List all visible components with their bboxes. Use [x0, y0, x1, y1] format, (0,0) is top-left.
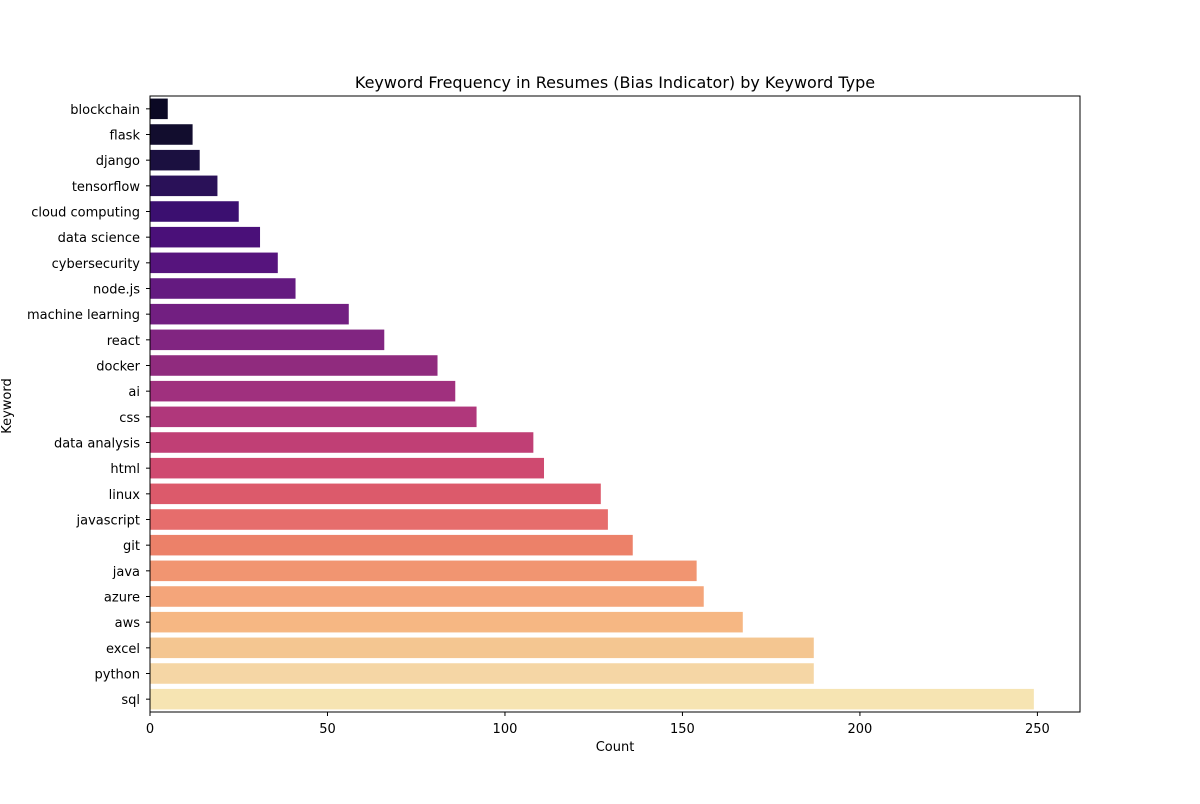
y-tick-label: tensorflow: [72, 180, 141, 195]
y-tick-label: java: [112, 565, 140, 580]
bar-java: [150, 560, 697, 582]
bar-tensorflow: [150, 175, 218, 197]
x-tick-label: 100: [493, 722, 518, 737]
bar-sql: [150, 688, 1034, 710]
bar-react: [150, 329, 385, 351]
y-tick-label: data analysis: [54, 437, 140, 452]
y-tick-label: flask: [110, 129, 141, 144]
y-tick-label: python: [95, 668, 140, 683]
bar-azure: [150, 586, 704, 607]
x-tick-label: 50: [319, 722, 336, 737]
chart-title: Keyword Frequency in Resumes (Bias Indic…: [355, 73, 875, 92]
x-tick-label: 150: [670, 722, 695, 737]
y-tick-label: aws: [115, 616, 141, 631]
x-axis-label: Count: [596, 740, 635, 755]
bar-python: [150, 663, 814, 684]
y-tick-label: blockchain: [70, 103, 140, 118]
y-tick-label: data science: [58, 231, 140, 246]
y-tick-label: css: [119, 411, 140, 426]
bar-machine-learning: [150, 303, 349, 325]
bar-data-analysis: [150, 432, 534, 453]
y-axis-label: Keyword: [0, 378, 15, 434]
bar-linux: [150, 483, 601, 505]
y-tick-label: machine learning: [27, 308, 140, 323]
bar-excel: [150, 637, 814, 659]
bar-docker: [150, 355, 438, 376]
x-tick-label: 0: [146, 722, 154, 737]
x-tick-label: 250: [1025, 722, 1050, 737]
bar-cybersecurity: [150, 252, 278, 274]
y-tick-label: linux: [109, 488, 141, 503]
y-tick-label: javascript: [76, 514, 140, 529]
y-tick-label: excel: [106, 642, 140, 657]
y-tick-label: azure: [104, 591, 140, 606]
bar-flask: [150, 124, 193, 145]
y-tick-label: git: [123, 539, 140, 554]
y-tick-label: react: [107, 334, 140, 349]
x-axis-ticks: 0 50 100 150 200 250: [146, 712, 1050, 737]
y-tick-label: docker: [96, 360, 140, 375]
bar-blockchain: [150, 98, 168, 120]
y-tick-label: cybersecurity: [52, 257, 141, 272]
y-tick-label: django: [96, 154, 140, 169]
y-axis-ticks: blockchain flask django tensorflow cloud com…: [27, 103, 150, 708]
bar-cloud-computing: [150, 201, 239, 222]
bar-aws: [150, 611, 743, 633]
bar-html: [150, 457, 545, 479]
y-tick-label: cloud computing: [31, 206, 140, 221]
y-tick-label: node.js: [93, 283, 140, 298]
y-tick-label: ai: [128, 385, 140, 400]
plot-frame: [149, 95, 1081, 713]
bars-group: [150, 98, 1034, 710]
bar-data-science: [150, 226, 261, 248]
bar-git: [150, 534, 633, 556]
bar-css: [150, 406, 477, 428]
bar-node-js: [150, 278, 296, 299]
y-tick-label: html: [110, 462, 140, 477]
bar-javascript: [150, 509, 608, 530]
bar-django: [150, 149, 200, 171]
bar-ai: [150, 380, 456, 402]
x-tick-label: 200: [848, 722, 873, 737]
y-tick-label: sql: [121, 693, 140, 708]
